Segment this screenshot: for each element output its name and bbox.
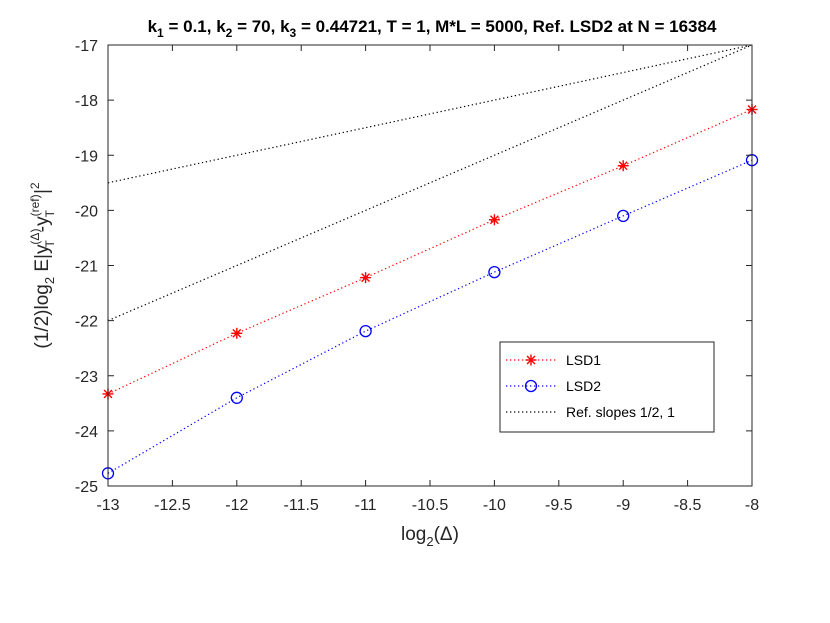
- legend: LSD1 LSD2 Ref. slopes 1/2, 1: [499, 341, 715, 433]
- x-tick-label: -12: [225, 497, 248, 514]
- legend-marker-lsd1: [525, 354, 537, 366]
- y-tick-label: -19: [75, 148, 98, 165]
- x-tick-label: -13: [96, 497, 119, 514]
- data-point-lsd2: [488, 265, 501, 279]
- y-tick-label: -22: [75, 314, 98, 331]
- legend-label-ref-slopes-1-2-1: Ref. slopes 1/2, 1: [566, 404, 675, 420]
- x-tick-label: -12.5: [154, 497, 191, 514]
- x-tick-label: -11.5: [284, 497, 319, 514]
- data-point-lsd1: [231, 327, 243, 339]
- x-tick-label: -9: [616, 497, 630, 514]
- y-tick-label: -24: [75, 424, 98, 441]
- y-axis-label: (1/2)log2 E|y(Δ)T-y(ref)T|2: [28, 182, 57, 349]
- legend-box: [499, 341, 715, 433]
- series-line-lsd2: [107, 159, 753, 474]
- x-tick-label: -10: [483, 497, 506, 514]
- series-line-lsd1: [107, 108, 753, 395]
- y-tick-label: -23: [75, 369, 98, 386]
- x-tick-label: -8.5: [674, 497, 702, 514]
- legend-label-lsd1: LSD1: [566, 352, 601, 368]
- series-line-ref-slopes-1-2-1-1: [107, 44, 753, 184]
- legend-label-lsd2: LSD2: [566, 378, 601, 394]
- x-tick-label: -11: [355, 497, 377, 514]
- y-tick-label: -17: [75, 38, 98, 55]
- plot-lines: [107, 44, 753, 474]
- y-tick-label: -21: [75, 259, 98, 276]
- series-line-ref-slopes-1-2-1-2: [107, 44, 753, 322]
- data-point-lsd2: [230, 391, 243, 404]
- x-tick-label: -8: [745, 497, 759, 514]
- data-point-lsd1: [488, 214, 500, 226]
- y-tick-label: -18: [75, 93, 98, 110]
- data-point-lsd2: [617, 209, 630, 223]
- data-point-lsd1: [360, 272, 372, 284]
- legend-marker-lsd2: [524, 379, 538, 393]
- x-axis-label: log2(Δ): [401, 524, 459, 549]
- y-tick-label: -25: [75, 479, 98, 496]
- x-tick-label: -9.5: [545, 497, 573, 514]
- chart-title: k1 = 0.1, k2 = 70, k3 = 0.44721, T = 1, …: [148, 17, 717, 40]
- axis-ticks: -13 -12.5 -12 -11.5 -11 -10.5 -10 -9.5 -9 -8.5 -8 -…: [75, 38, 759, 514]
- x-tick-label: -10.5: [412, 497, 449, 514]
- data-point-lsd1: [617, 160, 629, 172]
- data-point-lsd2: [359, 324, 372, 338]
- y-tick-label: -20: [75, 203, 98, 220]
